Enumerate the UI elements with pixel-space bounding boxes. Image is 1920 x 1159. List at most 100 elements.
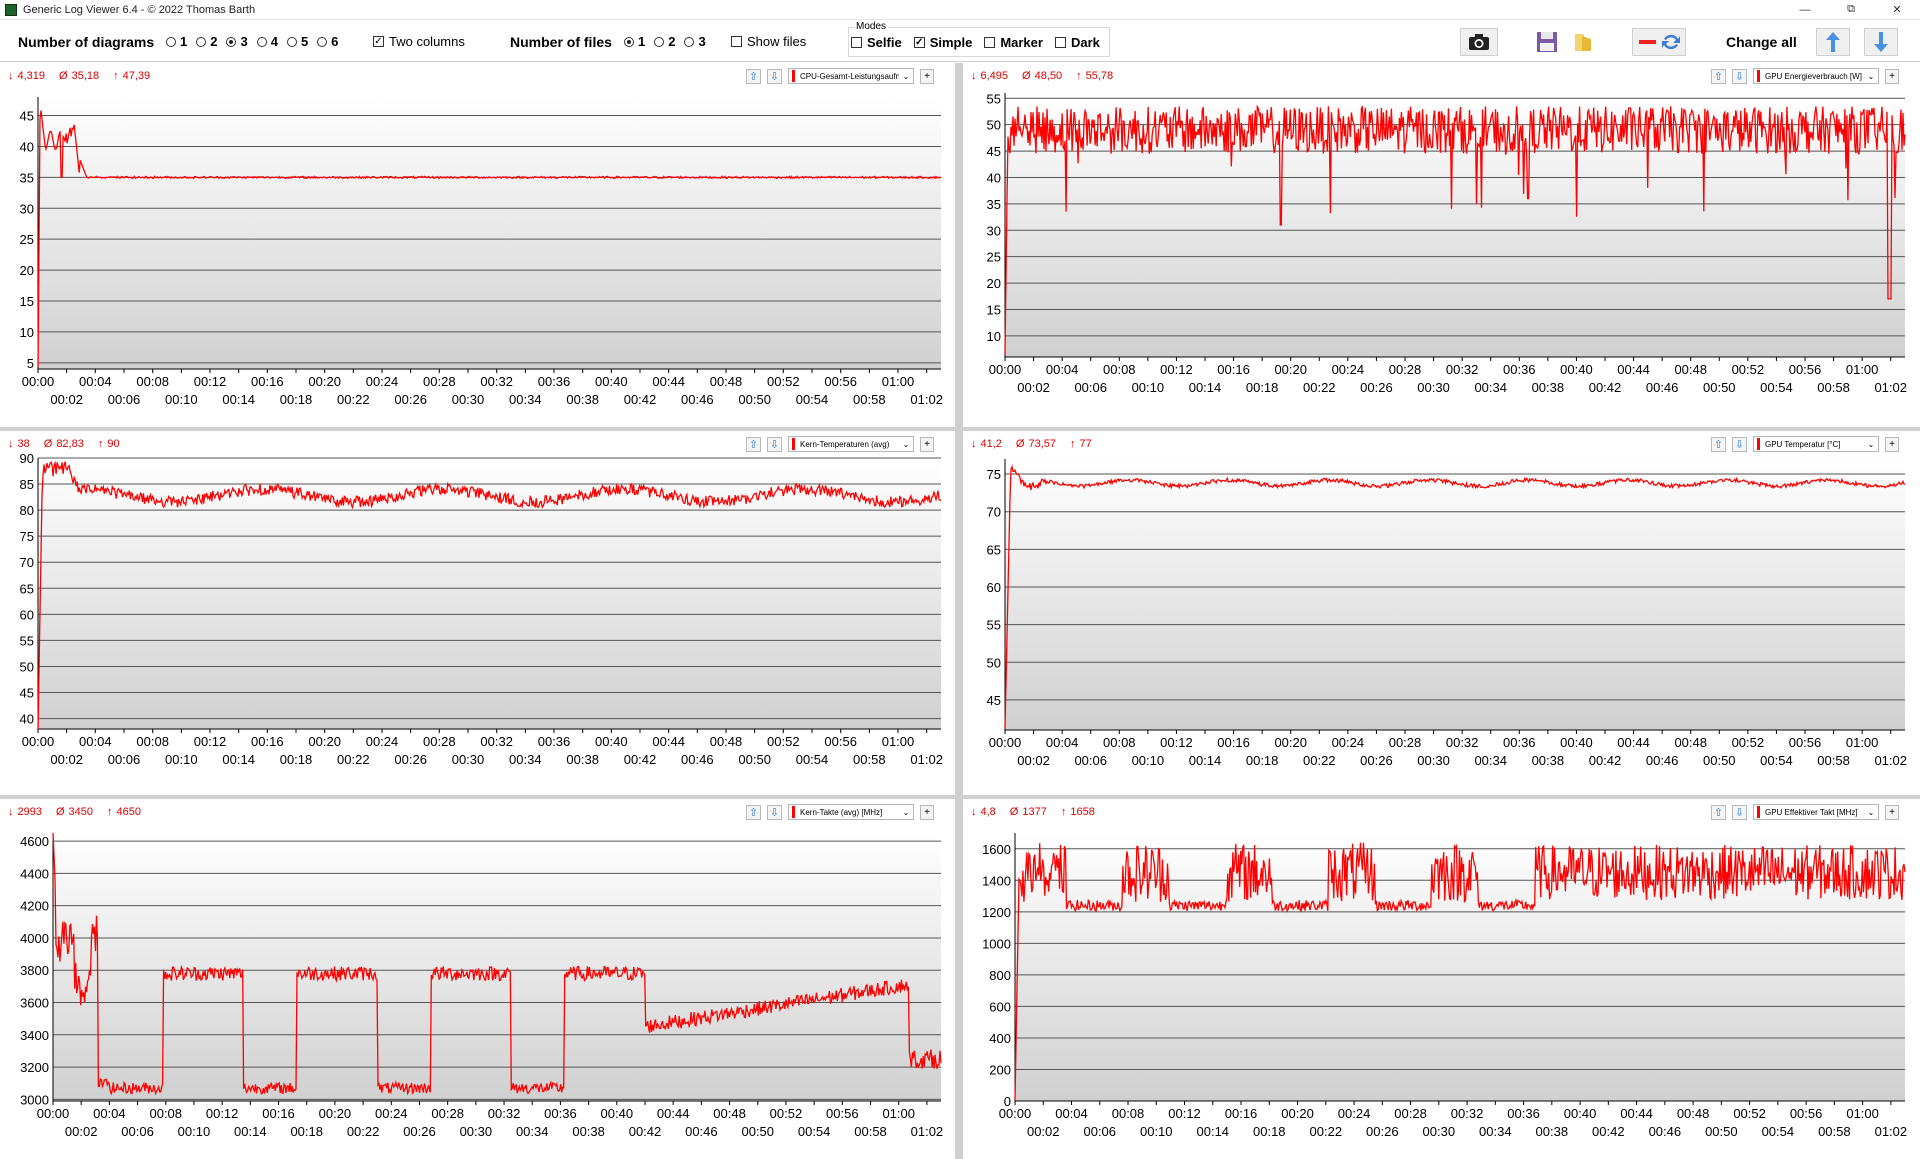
change-all-down-button[interactable] bbox=[1864, 28, 1898, 56]
move-down-button[interactable]: ⇩ bbox=[767, 68, 782, 84]
x-tick-label: 00:08 bbox=[136, 734, 169, 749]
y-tick-label: 50 bbox=[987, 118, 1001, 133]
restore-button[interactable]: ⧉ bbox=[1847, 3, 1855, 15]
radio-dot[interactable] bbox=[286, 36, 297, 47]
sensor-select[interactable]: GPU Effektiver Takt [MHz] ⌄ bbox=[1753, 804, 1879, 820]
y-tick-label: 65 bbox=[20, 581, 34, 596]
sensor-select[interactable]: GPU Temperatur [°C] ⌄ bbox=[1753, 436, 1879, 452]
x-tick-label: 00:24 bbox=[366, 734, 399, 749]
x-tick-label: 00:42 bbox=[629, 1124, 662, 1139]
add-series-button[interactable]: + bbox=[1885, 68, 1899, 84]
x-tick-label: 01:00 bbox=[882, 374, 915, 389]
max-symbol: ↑ bbox=[1070, 438, 1076, 450]
x-tick-label: 00:42 bbox=[1589, 753, 1622, 768]
move-down-button[interactable]: ⇩ bbox=[1732, 436, 1747, 452]
radio-dot[interactable] bbox=[684, 36, 695, 47]
plot-area bbox=[38, 458, 941, 729]
move-up-button[interactable]: ⇧ bbox=[746, 436, 761, 452]
show-files-check[interactable] bbox=[731, 36, 742, 47]
move-down-button[interactable]: ⇩ bbox=[767, 804, 782, 820]
line-chart: 40 45 50 55 60 65 70 75 80 85 90 00:00 00:04 00:08 00:… bbox=[20, 451, 943, 767]
mode-check[interactable]: ✓ bbox=[913, 37, 925, 48]
move-up-button[interactable]: ⇧ bbox=[746, 68, 761, 84]
stats-readout: ↓ 4,8 Ø 1377 ↑ 1658 bbox=[971, 806, 1095, 818]
move-down-button[interactable]: ⇩ bbox=[1732, 68, 1747, 84]
x-tick-label: 00:14 bbox=[1189, 753, 1222, 768]
x-tick-label: 00:40 bbox=[1560, 735, 1593, 750]
add-series-button[interactable]: + bbox=[920, 804, 934, 820]
y-tick-label: 35 bbox=[20, 170, 34, 185]
y-tick-label: 75 bbox=[987, 467, 1001, 482]
add-series-button[interactable]: + bbox=[920, 68, 934, 84]
move-up-button[interactable]: ⇧ bbox=[746, 804, 761, 820]
add-series-button[interactable]: + bbox=[1885, 804, 1899, 820]
y-tick-label: 4200 bbox=[20, 899, 49, 914]
radio-dot[interactable] bbox=[624, 36, 634, 47]
sensor-name: Kern-Takte (avg) [MHz] bbox=[800, 807, 883, 817]
x-tick-label: 00:22 bbox=[1303, 380, 1336, 395]
y-tick-label: 10 bbox=[20, 325, 34, 340]
open-folder-button[interactable] bbox=[1568, 28, 1598, 56]
x-tick-label: 00:16 bbox=[251, 734, 284, 749]
mode-check[interactable] bbox=[1054, 37, 1066, 48]
diagram-count-radio-4[interactable]: 4 bbox=[256, 34, 278, 49]
close-button[interactable]: ✕ bbox=[1892, 4, 1902, 16]
radio-dot[interactable] bbox=[317, 36, 328, 47]
move-up-button[interactable]: ⇧ bbox=[1711, 804, 1726, 820]
sensor-select[interactable]: Kern-Temperaturen (avg) ⌄ bbox=[788, 436, 914, 452]
window-title: Generic Log Viewer 6.4 - © 2022 Thomas B… bbox=[23, 3, 256, 16]
mode-simple-checkbox[interactable]: ✓ Simple bbox=[913, 35, 972, 50]
diagram-count-radio-5[interactable]: 5 bbox=[286, 34, 308, 49]
y-tick-label: 90 bbox=[20, 451, 34, 466]
mode-check[interactable] bbox=[984, 37, 996, 48]
radio-dot[interactable] bbox=[196, 36, 207, 47]
diagram-count-radio-6[interactable]: 6 bbox=[317, 34, 338, 49]
file-count-radio-2[interactable]: 2 bbox=[654, 34, 675, 49]
mode-marker-checkbox[interactable]: Marker bbox=[984, 35, 1043, 50]
move-down-button[interactable]: ⇩ bbox=[1732, 804, 1747, 820]
two-columns-checkbox[interactable]: ✓ Two columns bbox=[373, 34, 465, 49]
x-tick-label: 00:22 bbox=[1310, 1124, 1343, 1139]
diagram-count-radio-3[interactable]: 3 bbox=[226, 34, 248, 49]
move-up-button[interactable]: ⇧ bbox=[1711, 436, 1726, 452]
mode-check[interactable] bbox=[851, 37, 862, 48]
mode-selfie-checkbox[interactable]: Selfie bbox=[851, 35, 902, 50]
radio-dot[interactable] bbox=[256, 36, 267, 47]
column-divider[interactable] bbox=[955, 63, 963, 1159]
x-tick-label: 00:18 bbox=[1253, 1124, 1286, 1139]
diagram-count-radio-2[interactable]: 2 bbox=[196, 34, 217, 49]
y-tick-label: 40 bbox=[20, 139, 34, 154]
move-down-button[interactable]: ⇩ bbox=[767, 436, 782, 452]
screenshot-button[interactable] bbox=[1460, 28, 1498, 56]
file-count-option-label: 2 bbox=[668, 34, 676, 49]
save-button[interactable] bbox=[1532, 28, 1562, 56]
minimize-button[interactable]: — bbox=[1799, 3, 1811, 16]
diagram-count-radio-1[interactable]: 1 bbox=[166, 34, 187, 49]
move-up-button[interactable]: ⇧ bbox=[1711, 68, 1726, 84]
mode-dark-checkbox[interactable]: Dark bbox=[1054, 35, 1100, 50]
swap-colors-button[interactable] bbox=[1632, 28, 1686, 56]
sensor-select[interactable]: CPU-Gesamt-Leistungsaufnahme⌄ bbox=[788, 68, 914, 84]
max-value: 47,39 bbox=[122, 70, 151, 82]
sensor-select[interactable]: Kern-Takte (avg) [MHz] ⌄ bbox=[788, 804, 914, 820]
file-count-radio-3[interactable]: 3 bbox=[684, 34, 706, 49]
radio-dot[interactable] bbox=[654, 36, 665, 47]
x-tick-label: 00:28 bbox=[1394, 1106, 1427, 1121]
change-all-up-button[interactable] bbox=[1816, 28, 1850, 56]
two-columns-check[interactable]: ✓ bbox=[373, 36, 384, 47]
file-count-radio-1[interactable]: 1 bbox=[624, 34, 645, 49]
x-tick-label: 00:54 bbox=[1760, 380, 1793, 395]
x-tick-label: 00:04 bbox=[1046, 735, 1079, 750]
radio-dot[interactable] bbox=[166, 36, 176, 47]
diagram-controls: ⇧ ⇩ GPU Temperatur [°C] ⌄ + bbox=[1711, 436, 1899, 452]
x-tick-label: 00:42 bbox=[1589, 380, 1622, 395]
show-files-checkbox[interactable]: Show files bbox=[731, 34, 806, 49]
add-series-button[interactable]: + bbox=[920, 436, 934, 452]
sensor-select[interactable]: GPU Energieverbrauch [W] ⌄ bbox=[1753, 68, 1879, 84]
avg-value: 35,18 bbox=[71, 70, 100, 82]
max-symbol: ↑ bbox=[1060, 806, 1067, 818]
radio-dot[interactable] bbox=[226, 36, 237, 47]
y-tick-label: 65 bbox=[987, 542, 1001, 557]
diagram-panel: 40 45 50 55 60 65 70 75 80 85 90 00:00 00:04 00:08 00:… bbox=[0, 431, 955, 795]
add-series-button[interactable]: + bbox=[1885, 436, 1899, 452]
